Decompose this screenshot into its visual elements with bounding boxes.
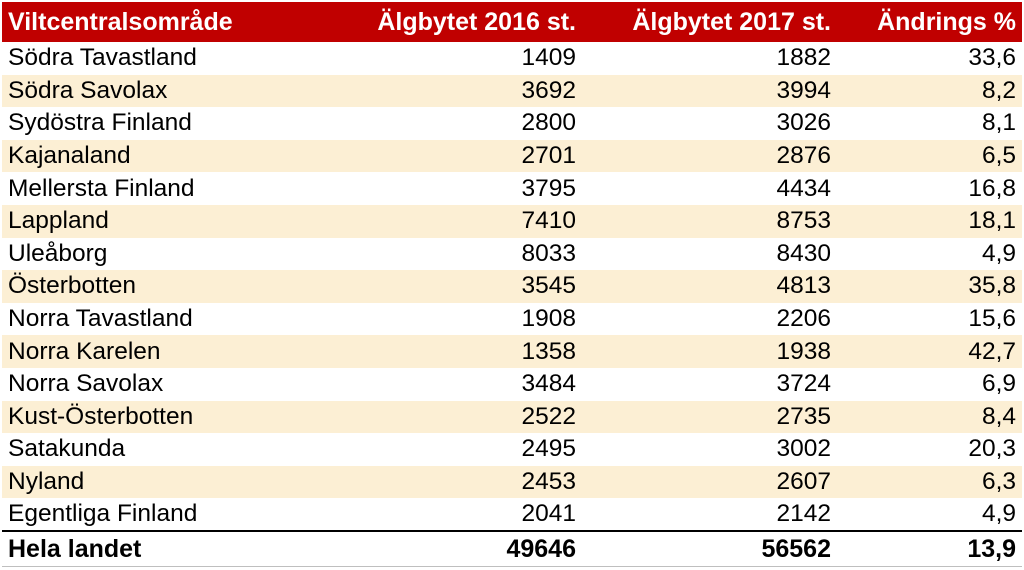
cell-region: Södra Savolax bbox=[8, 76, 168, 104]
cell-harvest-2016: 8033 bbox=[521, 239, 576, 267]
cell-region: Sydöstra Finland bbox=[8, 109, 192, 137]
bottom-rule bbox=[2, 566, 1022, 568]
cell-change-percent: 8,2 bbox=[981, 76, 1016, 104]
cell-region: Kajanaland bbox=[8, 142, 131, 170]
cell-region: Lappland bbox=[8, 207, 109, 235]
header-row: Viltcentralsområde Älgbytet 2016 st. Älg… bbox=[2, 2, 1022, 42]
table-row: Lappland 7410 8753 18,1 bbox=[2, 204, 1022, 238]
column-header-2017: Älgbytet 2017 st. bbox=[632, 7, 831, 36]
cell-change-percent: 42,7 bbox=[968, 337, 1016, 365]
cell-harvest-2017: 8430 bbox=[776, 239, 831, 267]
cell-change-percent: 6,3 bbox=[981, 468, 1016, 496]
table-row: Kajanaland 2701 2876 6,5 bbox=[2, 139, 1022, 173]
cell-change-percent: 15,6 bbox=[968, 305, 1016, 333]
total-cell-change-percent: 13,9 bbox=[837, 530, 1022, 567]
cell-region: Norra Karelen bbox=[8, 337, 161, 365]
cell-harvest-2017: 8753 bbox=[776, 207, 831, 235]
cell-change-percent: 6,9 bbox=[981, 370, 1016, 398]
table-row: Österbotten 3545 4813 35,8 bbox=[2, 270, 1022, 303]
cell-change-percent: 8,4 bbox=[981, 402, 1016, 430]
table-row: Norra Tavastland 1908 2206 15,6 bbox=[2, 302, 1022, 336]
cell-change-percent: 8,1 bbox=[981, 109, 1016, 137]
cell-change-percent: 4,9 bbox=[981, 239, 1016, 267]
table-row: Egentliga Finland 2041 2142 4,9 bbox=[2, 498, 1022, 532]
cell-harvest-2017: 1938 bbox=[776, 337, 831, 365]
cell-harvest-2016: 3692 bbox=[521, 76, 576, 104]
table-body: Södra Tavastland 1409 1882 33,6 Södra Savola… bbox=[2, 42, 1022, 567]
total-cell-region: Hela landet bbox=[2, 530, 342, 567]
table-row: Nyland 2453 2607 6,3 bbox=[2, 465, 1022, 499]
cell-harvest-2017: 4813 bbox=[776, 272, 831, 300]
cell-harvest-2016: 1409 bbox=[521, 44, 576, 72]
table-row: Kust-Österbotten 2522 2735 8,4 bbox=[2, 400, 1022, 434]
cell-change-percent: 16,8 bbox=[968, 174, 1016, 202]
cell-harvest-2017: 3026 bbox=[776, 109, 831, 137]
cell-region: Nyland bbox=[8, 468, 85, 496]
cell-harvest-2016: 2041 bbox=[521, 500, 576, 528]
cell-harvest-2017: 3724 bbox=[776, 370, 831, 398]
cell-harvest-2017: 3994 bbox=[776, 76, 831, 104]
cell-harvest-2016: 3484 bbox=[521, 370, 576, 398]
column-header-region: Viltcentralsområde bbox=[8, 7, 233, 36]
cell-change-percent: 33,6 bbox=[968, 44, 1016, 72]
cell-harvest-2017: 3002 bbox=[776, 435, 831, 463]
cell-harvest-2017: 2206 bbox=[776, 305, 831, 333]
cell-change-percent: 6,5 bbox=[981, 142, 1016, 170]
cell-harvest-2016: 1908 bbox=[521, 305, 576, 333]
cell-region: Satakunda bbox=[8, 435, 126, 463]
table-row: Satakunda 2495 3002 20,3 bbox=[2, 433, 1022, 466]
cell-harvest-2017: 1882 bbox=[776, 44, 831, 72]
cell-change-percent: 35,8 bbox=[968, 272, 1016, 300]
cell-harvest-2017: 2607 bbox=[776, 468, 831, 496]
table-row: Södra Tavastland 1409 1882 33,6 bbox=[2, 42, 1022, 75]
cell-harvest-2016: 2522 bbox=[521, 402, 576, 430]
table-row: Sydöstra Finland 2800 3026 8,1 bbox=[2, 107, 1022, 140]
cell-region: Norra Savolax bbox=[8, 370, 164, 398]
table-row: Norra Karelen 1358 1938 42,7 bbox=[2, 335, 1022, 368]
cell-change-percent: 18,1 bbox=[968, 207, 1016, 235]
cell-harvest-2017: 2735 bbox=[776, 402, 831, 430]
cell-harvest-2016: 2701 bbox=[521, 142, 576, 170]
column-header-2016: Älgbytet 2016 st. bbox=[377, 7, 576, 36]
total-cell-harvest-2016: 49646 bbox=[342, 530, 582, 567]
cell-change-percent: 20,3 bbox=[968, 435, 1016, 463]
total-cell-harvest-2017: 56562 bbox=[582, 530, 837, 567]
cell-harvest-2016: 7410 bbox=[521, 207, 576, 235]
cell-region: Södra Tavastland bbox=[8, 44, 197, 72]
cell-harvest-2017: 2876 bbox=[776, 142, 831, 170]
cell-region: Egentliga Finland bbox=[8, 500, 198, 528]
cell-harvest-2016: 2495 bbox=[521, 435, 576, 463]
table-row: Norra Savolax 3484 3724 6,9 bbox=[2, 367, 1022, 401]
table-row: Mellersta Finland 3795 4434 16,8 bbox=[2, 172, 1022, 205]
cell-region: Kust-Österbotten bbox=[8, 402, 194, 430]
cell-region: Norra Tavastland bbox=[8, 305, 193, 333]
cell-harvest-2016: 2800 bbox=[521, 109, 576, 137]
cell-change-percent: 4,9 bbox=[981, 500, 1016, 528]
cell-harvest-2017: 4434 bbox=[776, 174, 831, 202]
column-header-change: Ändrings % bbox=[877, 7, 1016, 36]
cell-harvest-2016: 3545 bbox=[521, 272, 576, 300]
cell-harvest-2017: 2142 bbox=[776, 500, 831, 528]
cell-harvest-2016: 2453 bbox=[521, 468, 576, 496]
table-row: Södra Savolax 3692 3994 8,2 bbox=[2, 74, 1022, 108]
cell-harvest-2016: 1358 bbox=[521, 337, 576, 365]
total-row: Hela landet 49646 56562 13,9 bbox=[2, 530, 1022, 567]
cell-region: Österbotten bbox=[8, 272, 137, 300]
cell-region: Uleåborg bbox=[8, 239, 108, 267]
cell-harvest-2016: 3795 bbox=[521, 174, 576, 202]
table-row: Uleåborg 8033 8430 4,9 bbox=[2, 237, 1022, 271]
cell-region: Mellersta Finland bbox=[8, 174, 195, 202]
